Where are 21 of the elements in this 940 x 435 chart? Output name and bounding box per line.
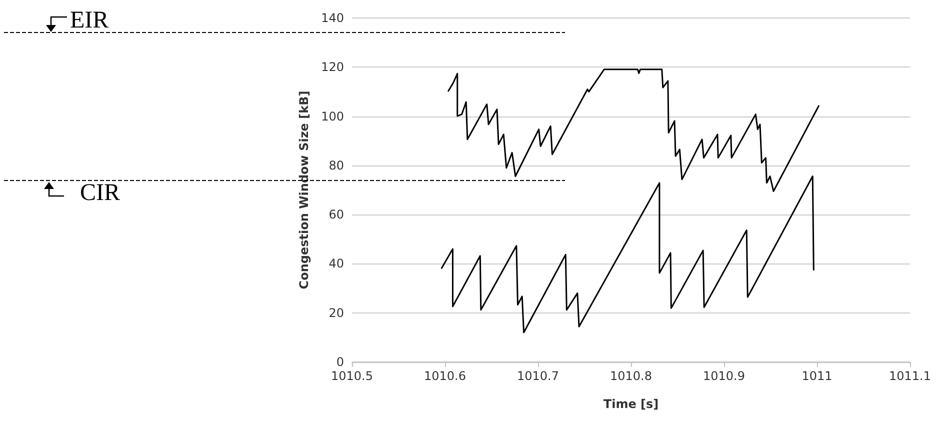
x-tick-label: 1011	[802, 369, 832, 383]
y-tick-label: 100	[321, 109, 344, 124]
y-axis-title: Congestion Window Size [kB]	[297, 90, 312, 290]
y-tick-label: 120	[321, 60, 344, 74]
y-tick-label: 40	[328, 256, 344, 271]
line-series	[448, 68, 820, 192]
x-tick-label: 1010.8	[610, 369, 652, 383]
y-tick-label: 80	[328, 158, 344, 172]
line-series	[440, 175, 814, 334]
x-tick-label: 1010.9	[703, 369, 745, 383]
y-tick-label: 0	[336, 355, 344, 369]
x-tick-label: 1011.1	[889, 369, 931, 383]
y-tick-label: 60	[328, 208, 344, 222]
ref-line-label: CIR	[80, 180, 120, 206]
x-axis-title: Time [s]	[603, 397, 659, 411]
x-tick-label: 1010.7	[517, 369, 559, 383]
x-tick-label: 1010.5	[331, 369, 373, 383]
y-tick-label: 140	[321, 11, 344, 25]
ref-line-label: EIR	[70, 8, 109, 34]
x-tick-label: 1010.6	[424, 369, 466, 383]
y-tick-label: 20	[328, 306, 344, 320]
